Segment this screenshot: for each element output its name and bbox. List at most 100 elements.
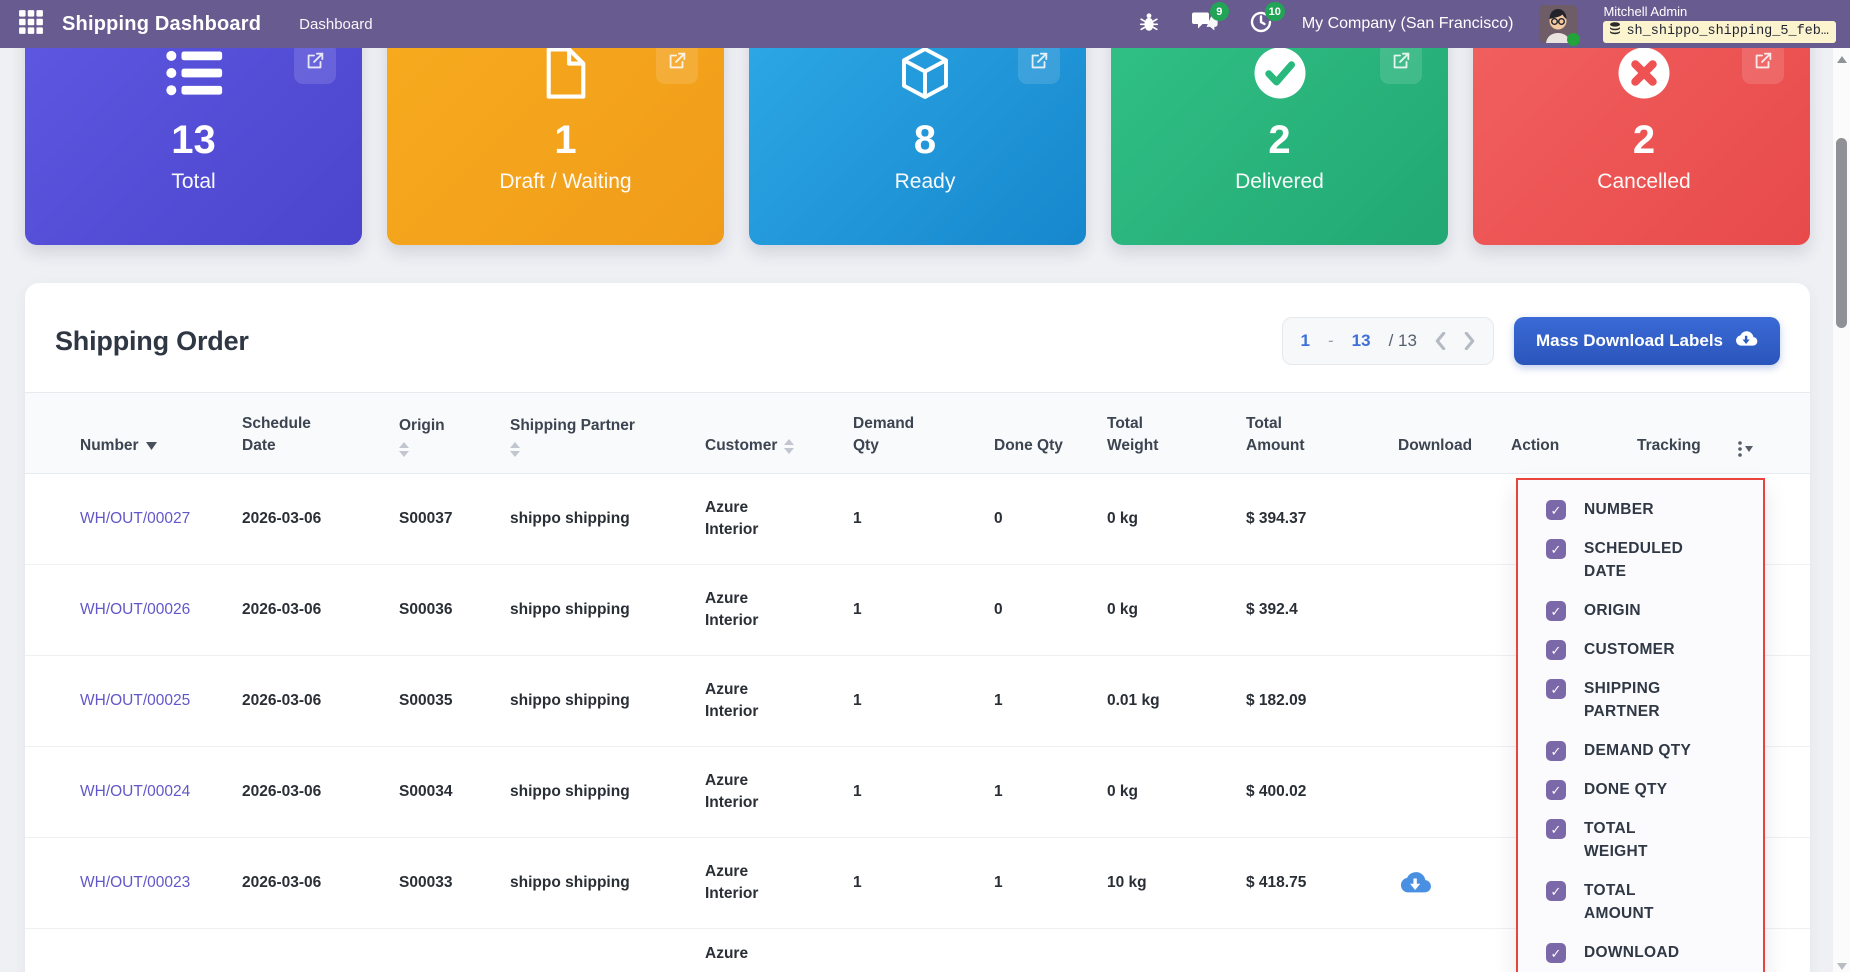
messages-count-badge: 9 xyxy=(1209,2,1229,21)
origin: S00033 xyxy=(399,874,453,891)
external-link-button[interactable] xyxy=(1380,42,1422,84)
column-toggle-customer[interactable]: CUSTOMER xyxy=(1518,630,1763,669)
checkbox-checked-icon[interactable] xyxy=(1546,943,1566,963)
top-navbar: Shipping Dashboard Dashboard 9 10 My Com… xyxy=(0,0,1850,48)
shipping-partner: shippo shipping xyxy=(510,692,630,709)
navbar-right: 9 10 My Company (San Francisco) Mitchell… xyxy=(1134,2,1850,46)
column-toggle-shipping-partner[interactable]: SHIPPING PARTNER xyxy=(1518,669,1763,731)
checkbox-checked-icon[interactable] xyxy=(1546,679,1566,699)
external-link-icon xyxy=(1028,50,1050,77)
checkbox-checked-icon[interactable] xyxy=(1546,500,1566,520)
table-row[interactable]: WH/OUT/00023 2026-03-06 S00033 shippo sh… xyxy=(25,838,1810,929)
column-header-shipping-partner[interactable]: Shipping Partner xyxy=(505,415,700,473)
scroll-up-arrow-icon[interactable] xyxy=(1837,56,1847,63)
column-header-download[interactable]: Download xyxy=(1398,437,1473,454)
total-weight: 0 kg xyxy=(1107,783,1139,800)
pager-start[interactable]: 1 xyxy=(1300,331,1310,350)
app-title[interactable]: Shipping Dashboard xyxy=(62,12,262,35)
checkbox-checked-icon[interactable] xyxy=(1546,539,1566,559)
origin: S00037 xyxy=(399,510,453,527)
done-qty: 1 xyxy=(994,874,1003,891)
column-header-total-amount[interactable]: Total Amount xyxy=(1246,415,1305,454)
column-toggle-demand-qty[interactable]: DEMAND QTY xyxy=(1518,731,1763,770)
total-amount: $ 400.02 xyxy=(1246,783,1307,800)
pager-next-button[interactable] xyxy=(1464,332,1475,350)
mass-download-labels-button[interactable]: Mass Download Labels xyxy=(1513,317,1780,365)
column-header-total-weight[interactable]: Total Weight xyxy=(1107,415,1159,454)
sort-both-icon xyxy=(510,442,520,457)
column-header-action[interactable]: Action xyxy=(1511,437,1560,454)
done-qty: 1 xyxy=(994,692,1003,709)
checkbox-checked-icon[interactable] xyxy=(1546,741,1566,761)
table-row[interactable]: WH/OUT/00026 2026-03-06 S00036 shippo sh… xyxy=(25,565,1810,656)
checkbox-checked-icon[interactable] xyxy=(1546,601,1566,621)
table-row[interactable]: WH/OUT/00027 2026-03-06 S00037 shippo sh… xyxy=(25,474,1810,565)
done-qty: 0 xyxy=(994,601,1003,618)
column-header-done-qty[interactable]: Done Qty xyxy=(994,437,1063,454)
column-header-demand-qty[interactable]: Demand Qty xyxy=(853,415,915,454)
column-header-origin[interactable]: Origin xyxy=(399,415,505,473)
pager-prev-button[interactable] xyxy=(1435,332,1446,350)
external-link-button[interactable] xyxy=(1742,42,1784,84)
scrollbar-thumb[interactable] xyxy=(1836,138,1847,328)
user-block[interactable]: Mitchell Admin sh_shippo_shipping_5_feb… xyxy=(1603,5,1836,43)
origin: S00036 xyxy=(399,601,453,618)
column-toggle-origin[interactable]: ORIGIN xyxy=(1518,591,1763,630)
customer: Azure Interior xyxy=(705,590,759,629)
column-header-number[interactable]: Number xyxy=(60,435,227,473)
activities-button[interactable]: 10 xyxy=(1246,2,1285,39)
user-avatar[interactable] xyxy=(1539,5,1581,46)
external-link-button[interactable] xyxy=(1018,42,1060,84)
apps-menu-button[interactable] xyxy=(16,9,46,39)
column-header-schedule-date[interactable]: Schedule Date xyxy=(242,415,311,454)
page-title: Shipping Order xyxy=(55,325,249,356)
shipping-partner: shippo shipping xyxy=(510,510,630,527)
table-row[interactable]: WH/OUT/00025 2026-03-06 S00035 shippo sh… xyxy=(25,656,1810,747)
stat-value: 2 xyxy=(1632,118,1656,162)
column-toggle-number[interactable]: NUMBER xyxy=(1518,490,1763,529)
demand-qty: 1 xyxy=(853,783,862,800)
x-circle-icon xyxy=(1478,44,1810,102)
demand-qty: 1 xyxy=(853,874,862,891)
column-toggle-total-weight[interactable]: TOTAL WEIGHT xyxy=(1518,809,1763,871)
checkbox-checked-icon[interactable] xyxy=(1546,780,1566,800)
pager: 1 - 13 / 13 xyxy=(1281,317,1494,365)
column-header-tracking[interactable]: Tracking xyxy=(1637,437,1701,454)
shipping-order-table: Number Schedule Date Origin Shipping Par… xyxy=(25,392,1810,971)
schedule-date: 2026-03-06 xyxy=(242,783,322,800)
bug-icon xyxy=(1138,11,1160,38)
shipping-order-panel: Shipping Order 1 - 13 / 13 Mass Download… xyxy=(25,283,1810,972)
total-amount: $ 418.75 xyxy=(1246,874,1307,891)
column-options-button[interactable] xyxy=(1738,441,1770,473)
stat-value: 1 xyxy=(554,118,577,162)
column-toggle-download[interactable]: DOWNLOAD xyxy=(1518,933,1763,972)
vertical-scrollbar[interactable] xyxy=(1832,48,1850,972)
download-cell xyxy=(1390,870,1511,896)
column-header-customer[interactable]: Customer xyxy=(700,435,843,473)
debug-bug-button[interactable] xyxy=(1134,9,1164,39)
table-row-partial[interactable]: Azure xyxy=(25,929,1810,971)
checkbox-checked-icon[interactable] xyxy=(1546,881,1566,901)
schedule-date: 2026-03-06 xyxy=(242,692,322,709)
customer: Azure Interior xyxy=(705,499,759,538)
checkbox-checked-icon[interactable] xyxy=(1546,640,1566,660)
done-qty: 0 xyxy=(994,510,1003,527)
order-number: WH/OUT/00027 xyxy=(80,510,191,527)
total-weight: 0 kg xyxy=(1107,601,1139,618)
external-link-button[interactable] xyxy=(294,42,336,84)
external-link-button[interactable] xyxy=(656,42,698,84)
column-toggle-done-qty[interactable]: DONE QTY xyxy=(1518,770,1763,809)
external-link-icon xyxy=(666,50,688,77)
table-row[interactable]: WH/OUT/00024 2026-03-06 S00034 shippo sh… xyxy=(25,747,1810,838)
total-weight: 0.01 kg xyxy=(1107,692,1160,709)
company-switcher[interactable]: My Company (San Francisco) xyxy=(1301,15,1514,32)
external-link-icon xyxy=(304,50,326,77)
checkbox-checked-icon[interactable] xyxy=(1546,819,1566,839)
column-toggle-scheduled-date[interactable]: SCHEDULED DATE xyxy=(1518,529,1763,591)
pager-end[interactable]: 13 xyxy=(1351,331,1371,350)
download-label-button[interactable] xyxy=(1398,870,1501,896)
column-toggle-total-amount[interactable]: TOTAL AMOUNT xyxy=(1518,871,1763,933)
messages-button[interactable]: 9 xyxy=(1190,2,1229,39)
menu-item-dashboard[interactable]: Dashboard xyxy=(299,15,373,33)
scroll-down-arrow-icon[interactable] xyxy=(1837,963,1847,970)
